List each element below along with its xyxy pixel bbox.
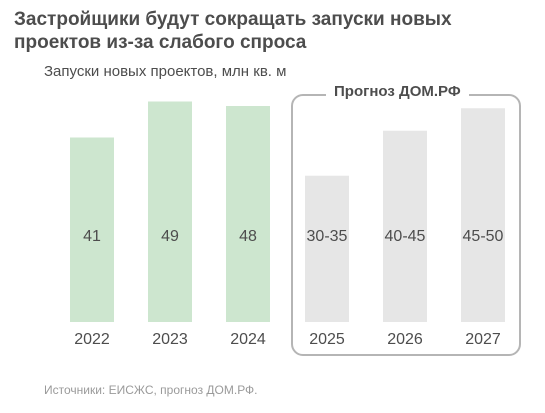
value-label-2023: 49 xyxy=(161,228,179,245)
source-note: Источники: ЕИСЖС, прогноз ДОМ.РФ. xyxy=(44,383,258,397)
bar-2027 xyxy=(461,108,505,322)
x-tick-2026: 2026 xyxy=(387,331,423,348)
bar-2023 xyxy=(148,101,192,322)
value-label-2025: 30-35 xyxy=(307,228,348,245)
value-label-2022: 41 xyxy=(83,228,101,245)
x-tick-2022: 2022 xyxy=(74,331,110,348)
chart-title: Застройщики будут сокращать запуски новы… xyxy=(14,8,534,54)
title-line-2: проектов из-за слабого спроса xyxy=(14,32,307,53)
value-label-2024: 48 xyxy=(239,228,257,245)
forecast-label: Прогноз ДОМ.РФ xyxy=(326,82,469,102)
y-axis-label: Запуски новых проектов, млн кв. м xyxy=(44,63,287,80)
x-tick-2023: 2023 xyxy=(152,331,188,348)
bar-2025 xyxy=(305,175,349,322)
x-tick-2027: 2027 xyxy=(465,331,501,348)
bar-2026 xyxy=(383,130,427,322)
bar-2022 xyxy=(70,137,114,322)
x-tick-2024: 2024 xyxy=(230,331,266,348)
value-label-2027: 45-50 xyxy=(463,228,504,245)
title-line-1: Застройщики будут сокращать запуски новы… xyxy=(14,9,452,30)
bar-2024 xyxy=(226,106,270,322)
x-tick-2025: 2025 xyxy=(309,331,345,348)
value-label-2026: 40-45 xyxy=(385,228,426,245)
